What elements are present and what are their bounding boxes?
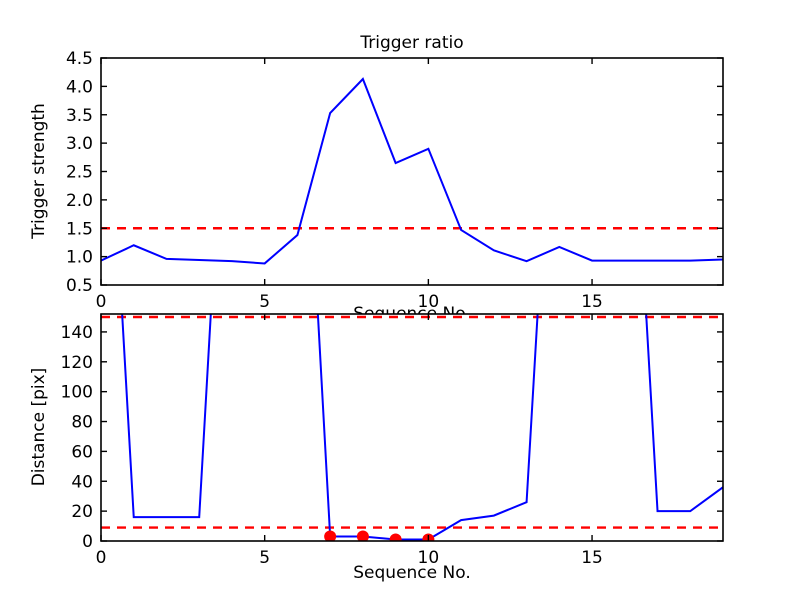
- y-tick-label: 60: [71, 442, 93, 462]
- y-tick-label: 0: [82, 532, 93, 552]
- x-axis-ticks-bottom: 0 5 10 15: [96, 314, 603, 568]
- y-tick-label: 100: [61, 383, 93, 403]
- y-tick-label: 2.5: [66, 163, 93, 183]
- y-tick-label: 4.0: [66, 77, 93, 97]
- y-axis-ticks-top: 0.5 1.0 1.5 2.0 2.5 3.0 3.5 4.0 4.5: [66, 49, 723, 296]
- y-tick-label: 80: [71, 413, 93, 433]
- x-axis-label-bottom: Sequence No.: [353, 563, 470, 583]
- x-tick-label: 10: [418, 548, 440, 568]
- data-markers-distance: [324, 530, 435, 541]
- y-axis-ticks-bottom: 0 20 40 60 80 100 120 140: [61, 323, 723, 552]
- x-tick-label: 0: [96, 548, 107, 568]
- x-tick-label: 5: [259, 548, 270, 568]
- data-line-trigger-strength: [101, 77, 723, 265]
- y-tick-label: 3.0: [66, 134, 93, 154]
- x-axis-ticks-top: 0 5 10 15: [96, 58, 603, 312]
- y-tick-label: 0.5: [66, 276, 93, 296]
- y-axis-label-top: Trigger strength: [29, 103, 49, 240]
- axes-background-bottom: [101, 314, 723, 541]
- y-tick-label: 140: [61, 323, 93, 343]
- x-tick-label: 10: [418, 292, 440, 312]
- x-tick-label: 15: [581, 292, 603, 312]
- y-tick-label: 4.5: [66, 49, 93, 69]
- y-tick-label: 120: [61, 353, 93, 373]
- data-line-distance: [121, 314, 723, 541]
- data-marker: [389, 533, 402, 541]
- x-tick-label: 5: [259, 292, 270, 312]
- y-tick-label: 2.0: [66, 191, 93, 211]
- data-marker: [356, 530, 369, 541]
- y-axis-label-bottom: Distance [pix]: [29, 368, 49, 487]
- data-marker: [324, 530, 337, 541]
- y-tick-label: 20: [71, 502, 93, 522]
- y-tick-label: 3.5: [66, 106, 93, 126]
- x-tick-label: 15: [581, 548, 603, 568]
- y-tick-label: 1.5: [66, 219, 93, 239]
- x-tick-label: 0: [96, 292, 107, 312]
- axes-frame-bottom: [100, 313, 724, 542]
- y-tick-label: 40: [71, 472, 93, 492]
- axes-distance: 0 20 40 60 80 100 120 140 0 5 10 15 Distance [pix]…: [29, 313, 724, 583]
- chart-title: Trigger ratio: [359, 33, 463, 53]
- y-tick-label: 1.0: [66, 248, 93, 268]
